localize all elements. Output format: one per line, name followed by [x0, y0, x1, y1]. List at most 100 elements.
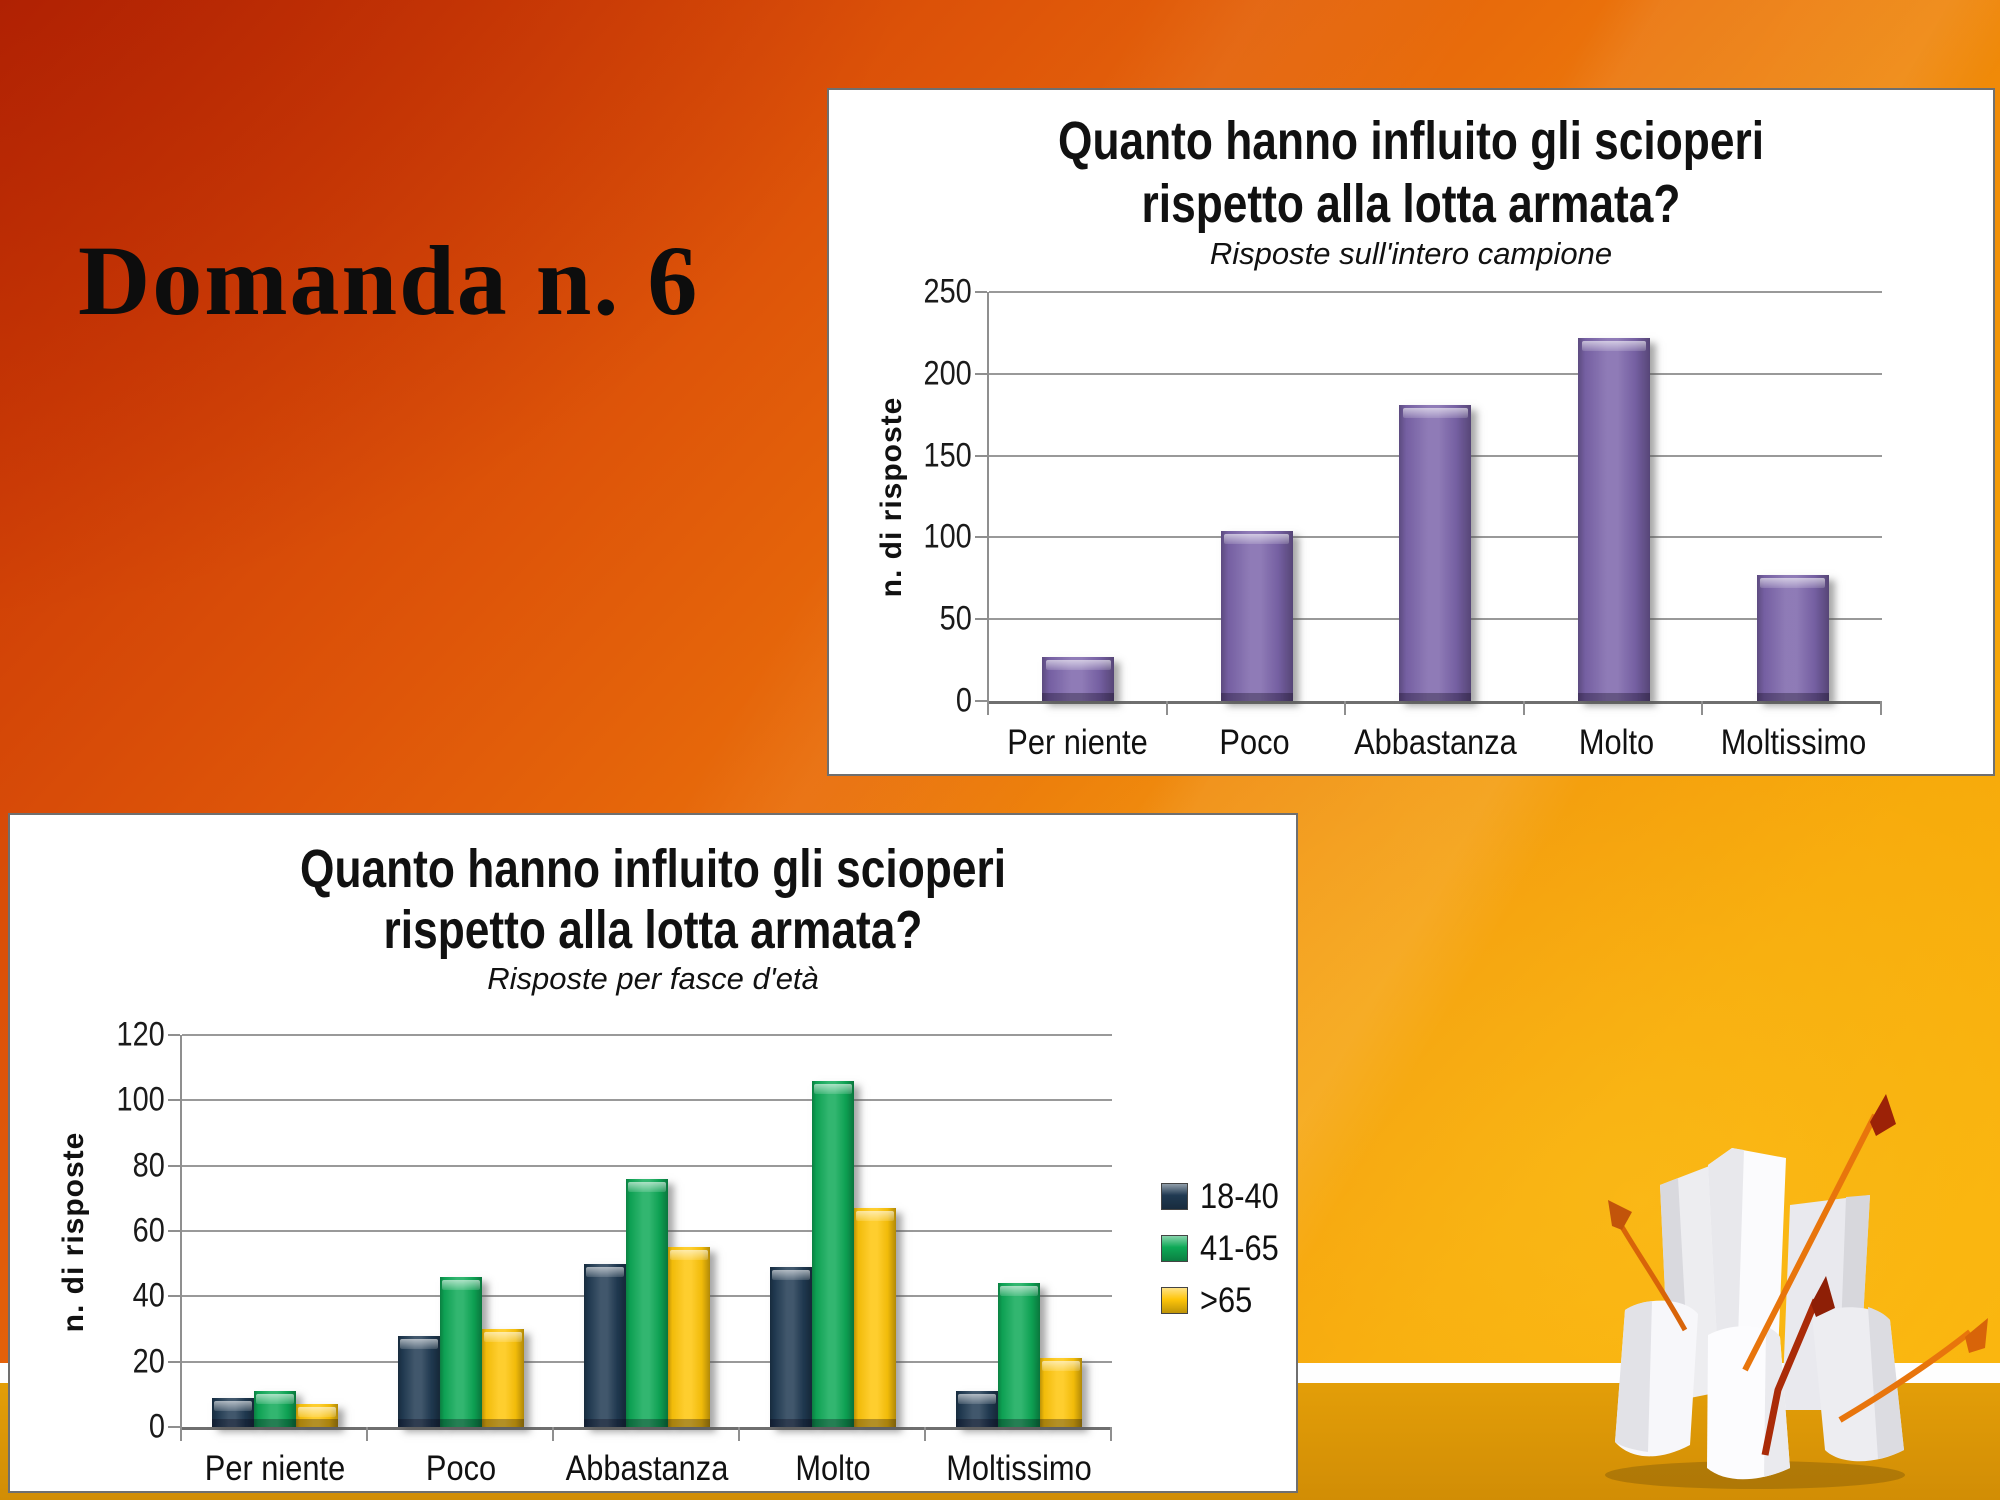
y-tick-label: 80 — [132, 1146, 165, 1185]
chart-subtitle: Risposte sull'intero campione — [1209, 236, 1613, 271]
y-axis-title: n. di risposte — [57, 1131, 90, 1333]
legend-swatch — [1161, 1183, 1188, 1210]
category-slot — [554, 1035, 740, 1428]
bars-area — [989, 292, 1882, 702]
y-tick-mark — [168, 1164, 180, 1167]
sculpture-slab-shade — [1868, 1307, 1904, 1459]
x-tick-cell — [180, 1427, 368, 1441]
x-tick-cell — [740, 1427, 926, 1441]
bar->65-per-niente — [296, 1404, 338, 1427]
x-axis-ticks — [987, 701, 1882, 715]
y-tick-label: 150 — [923, 436, 972, 475]
bar-41-65-abbastanza — [626, 1178, 668, 1428]
x-category-label: Per niente — [204, 1449, 346, 1488]
chart-panel-age-groups: Quanto hanno influito gli scioperi rispe… — [8, 813, 1298, 1493]
bar-41-65-poco — [440, 1276, 482, 1428]
chart-title-line1: Quanto hanno influito gli scioperi — [1058, 111, 1764, 171]
bar-18-40-moltissimo — [956, 1391, 998, 1427]
bar-18-40-per-niente — [212, 1397, 254, 1428]
legend-label: 18-40 — [1200, 1176, 1279, 1216]
sculpture-slab-shade — [1615, 1301, 1652, 1452]
y-tick-mark — [168, 1230, 180, 1232]
chart-subtitle: Risposte per fasce d'età — [487, 961, 819, 996]
y-tick-label: 120 — [116, 1015, 165, 1054]
legend-item-18-40: 18-40 — [1161, 1176, 1290, 1216]
legend-swatch — [1161, 1287, 1188, 1314]
x-tick-cell — [554, 1427, 740, 1441]
gridline — [989, 291, 1882, 293]
bar-41-65-per-niente — [254, 1391, 296, 1427]
x-tick-cell — [1346, 701, 1525, 715]
y-tick-mark — [975, 291, 987, 293]
x-tick-cell — [987, 701, 1168, 715]
arrow — [1761, 1298, 1820, 1456]
x-category-labels: Per niente Poco Abbastanza Molto Moltissimo — [989, 723, 1882, 763]
bar-41-65-moltissimo — [998, 1283, 1040, 1427]
y-axis-title: n. di risposte — [875, 396, 908, 598]
y-tick-label: 60 — [132, 1211, 165, 1250]
y-tick-label: 0 — [955, 681, 972, 720]
y-tick-mark — [168, 1099, 180, 1102]
chart-title-line2: rispetto alla lotta armata? — [383, 900, 923, 960]
x-category-label: Abbastanza — [565, 1449, 729, 1488]
x-category-label: Moltissimo — [1720, 723, 1867, 762]
arrow-head — [1608, 1200, 1632, 1230]
y-tick-mark — [168, 1034, 180, 1036]
category-slot — [926, 1035, 1112, 1427]
y-tick-label: 100 — [116, 1080, 165, 1119]
bar-per-niente — [1042, 656, 1115, 702]
bar-abbastanza — [1399, 404, 1472, 702]
category-slot — [989, 292, 1168, 702]
bar->65-abbastanza — [668, 1247, 710, 1427]
x-category-labels: Per niente Poco Abbastanza Molto Moltissimo — [182, 1449, 1112, 1489]
category-slot — [182, 1035, 368, 1428]
y-tick-mark — [975, 536, 987, 539]
chart-panel-overall-sample: Quanto hanno influito gli scioperi rispe… — [827, 88, 1995, 776]
bar->65-molto — [854, 1208, 896, 1427]
legend-swatch — [1161, 1235, 1188, 1262]
bar-18-40-abbastanza — [584, 1263, 626, 1428]
x-category-label: Molto — [1578, 723, 1655, 762]
x-tick-cell — [1703, 701, 1882, 715]
arrow — [1615, 1218, 1688, 1332]
y-tick-label: 0 — [148, 1407, 165, 1446]
arrow-head — [1870, 1094, 1896, 1136]
y-tick-label: 100 — [923, 517, 972, 556]
y-tick-mark — [168, 1426, 180, 1428]
x-axis-ticks — [180, 1427, 1112, 1441]
bar->65-poco — [482, 1329, 524, 1427]
chart-legend: 18-40 41-65 >65 — [1161, 1176, 1290, 1320]
plot-area-overall: 0 50 100 150 200 250 Per niente Poco Abbastanza M… — [924, 273, 1882, 762]
category-slot — [740, 1035, 926, 1428]
category-slot — [1703, 292, 1882, 701]
y-tick-label: 50 — [939, 599, 972, 638]
category-slot — [1525, 292, 1704, 702]
category-slot — [1168, 292, 1347, 702]
x-tick-cell — [926, 1427, 1112, 1441]
y-tick-label: 200 — [923, 354, 972, 393]
y-tick-mark — [975, 618, 987, 621]
chart-title-line2: rispetto alla lotta armata? — [1141, 174, 1681, 234]
plot-area-age-groups: 0 20 40 60 80 100 120 Per niente Poco Abbastanza M… — [117, 1016, 1112, 1488]
y-tick-mark — [975, 454, 987, 457]
bar-41-65-molto — [812, 1080, 854, 1428]
x-category-label: Poco — [425, 1449, 497, 1488]
y-tick-label: 40 — [132, 1276, 165, 1315]
legend-label: >65 — [1200, 1280, 1253, 1320]
x-category-label: Molto — [795, 1449, 871, 1488]
x-tick-cell — [1525, 701, 1704, 715]
arrow-head — [1811, 1276, 1835, 1317]
y-tick-mark — [168, 1360, 180, 1363]
gridline — [989, 372, 1882, 375]
y-tick-mark — [975, 700, 987, 702]
arrow-head — [1965, 1318, 1988, 1353]
chart-title: Quanto hanno influito gli scioperi rispe… — [934, 110, 1888, 236]
legend-item->65: >65 — [1161, 1280, 1290, 1320]
bars-area — [182, 1035, 1112, 1428]
bar-moltissimo — [1756, 575, 1829, 701]
bar-poco — [1220, 530, 1293, 702]
y-tick-mark — [975, 372, 987, 375]
bar-18-40-poco — [398, 1335, 440, 1428]
gridline — [182, 1164, 1112, 1167]
